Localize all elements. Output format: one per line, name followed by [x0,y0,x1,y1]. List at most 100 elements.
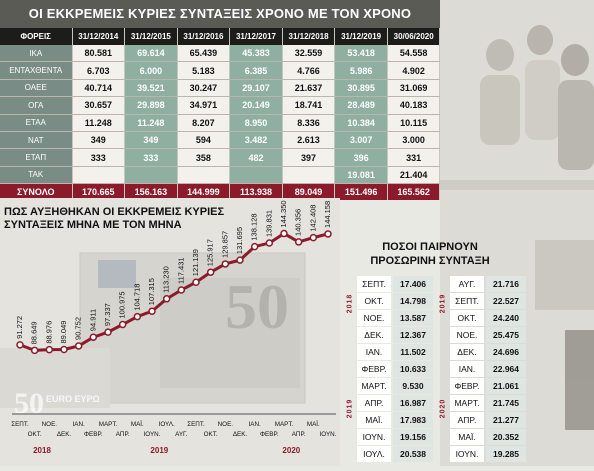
data-point [60,345,68,354]
row-label: ΤΑΚ [0,166,73,185]
data-point [74,342,83,350]
x-tick-label: ΙΑΝ. [249,421,261,428]
x-tick-label: ΟΚΤ. [28,431,42,438]
table-row: ΟΑΕΕ 40.714 39.521 30.247 29.107 21.637 30.895… [0,79,441,98]
table-cell: 4.766 [282,61,336,80]
data-label: 89.049 [59,321,68,344]
temp-value: 20.538 [393,446,433,462]
column-header: 30/06/2020 [387,28,441,45]
row-label: ΕΝΤΑΧΘΕΝΤΑ [0,61,73,80]
data-point [89,333,98,341]
table-cell: 40.183 [387,96,441,115]
table-cell: 69.614 [124,45,178,63]
table-cell: 30.657 [72,96,126,115]
table-row: ΙΚΑ 80.581 69.614 65.439 45.383 32.559 53.418 5… [0,45,441,63]
temp-month-label: ΙΟΥΛ. [357,446,391,462]
data-label: 90.752 [74,317,83,340]
data-label: 113.230 [162,266,171,293]
data-label: 142.408 [308,205,317,232]
table-cell: 3.000 [387,131,441,150]
data-point [118,320,127,329]
x-tick-label: ΝΟΕ. [218,421,234,428]
row-label: ΟΓΑ [0,96,73,115]
table-cell: 333 [72,148,126,167]
row-label: ΕΤΑΑ [0,114,73,132]
table-cell: 40.714 [72,79,126,98]
table-row: ΤΑΚ 19.081 21.404 [0,166,441,185]
data-point [192,278,200,286]
table-cell [124,166,178,185]
temp-value: 11.502 [393,344,433,360]
temp-month-label: ΦΕΒΡ. [357,361,391,377]
row-label: ΟΑΕΕ [0,79,73,98]
table-cell: 8.336 [282,114,336,132]
table-cell: 482 [229,148,283,167]
temp-month-label: ΣΕΠΤ. [357,276,391,292]
table-cell: 21.637 [282,79,336,98]
data-point [221,260,230,268]
data-point [294,238,303,246]
year-label: 2019 [150,446,168,455]
table-header-row: ΦΟΡΕΙΣ 31/12/2014 31/12/2015 31/12/2016 … [0,28,441,45]
x-tick-label: ΜΑΪ. [131,420,144,428]
data-label: 107.315 [147,278,156,305]
data-point [133,312,142,321]
data-label: 88.649 [30,321,39,344]
x-tick-label: ΔΕΚ. [233,431,248,438]
table-cell: 5.183 [177,61,231,80]
temp-value: 13.587 [393,310,433,326]
column-header: 31/12/2017 [229,28,283,45]
row-label: ΕΤΑΠ [0,148,73,167]
column-header: 31/12/2015 [124,28,178,45]
x-tick-label: ΦΕΒΡ. [260,431,279,438]
data-label: 121.139 [191,249,200,276]
x-tick-label: ΣΕΠΤ. [11,421,29,428]
data-point [250,242,259,251]
table-cell [72,166,126,185]
temp-pension-title: ΠΟΣΟΙ ΠΑΙΡΝΟΥΝ ΠΡΟΣΩΡΙΝΗ ΣΥΝΤΑΞΗ [370,241,490,267]
banknote-value: 50 [225,271,289,342]
row-label: ΣΥΝΟΛΟ [0,183,73,201]
chart-title: ΠΩΣ ΑΥΞΗΘΗΚΑΝ ΟΙ ΕΚΚΡΕΜΕΙΣ ΚΥΡΙΕΣ ΣΥΝΤΑΞ… [4,206,225,231]
x-tick-label: ΜΑΡΤ. [275,421,294,428]
table-cell: 20.149 [229,96,283,115]
table-cell: 3.482 [229,131,283,150]
data-label: 117.431 [176,257,185,284]
table-cell: 54.558 [387,45,441,63]
x-tick-label: ΜΑΡΤ. [99,421,118,428]
data-point [45,345,54,354]
line-chart: 50 50 EURO ΕΥΡΩ 91.272 88.649 88.976 89.049… [0,200,337,455]
data-point [177,286,186,294]
data-point [265,239,274,247]
data-label: 144.158 [323,201,332,228]
temp-value: 19.156 [393,429,433,445]
table-cell: 29.898 [124,96,178,115]
table-title: ΟΙ ΕΚΚΡΕΜΕΙΣ ΚΥΡΙΕΣ ΣΥΝΤΑΞΕΙΣ ΧΡΟΝΟ ΜΕ Τ… [0,0,440,28]
banknote-text: EURO ΕΥΡΩ [46,394,100,404]
data-point [280,229,288,238]
table-cell: 165.562 [387,183,441,201]
data-label: 97.337 [103,303,112,326]
table-cell: 3.007 [334,131,388,150]
data-label: 144.350 [279,200,288,227]
data-label: 88.976 [44,321,53,344]
data-point [162,295,171,303]
data-point [104,328,112,336]
x-tick-label: ΝΟΕ. [42,421,58,428]
table-cell: 29.107 [229,79,283,98]
temp-month-label: ΜΑΪ. [357,412,391,428]
x-tick-label: ΙΟΥΝ. [320,431,337,438]
data-label: 129.857 [220,231,229,258]
x-tick-label: ΟΚΤ. [204,431,218,438]
table-cell: 80.581 [72,45,126,63]
data-point [148,307,156,315]
table-cell: 89.049 [282,183,336,201]
column-header: 31/12/2018 [282,28,336,45]
table-cell: 8.207 [177,114,231,132]
table-cell [177,166,231,185]
table-row: ΟΓΑ 30.657 29.898 34.971 20.149 18.741 28.489 4… [0,96,441,115]
temp-year-label: 2019 [346,398,354,419]
table-cell: 6.385 [229,61,283,80]
table-cell [229,166,283,185]
table-cell [282,166,336,185]
